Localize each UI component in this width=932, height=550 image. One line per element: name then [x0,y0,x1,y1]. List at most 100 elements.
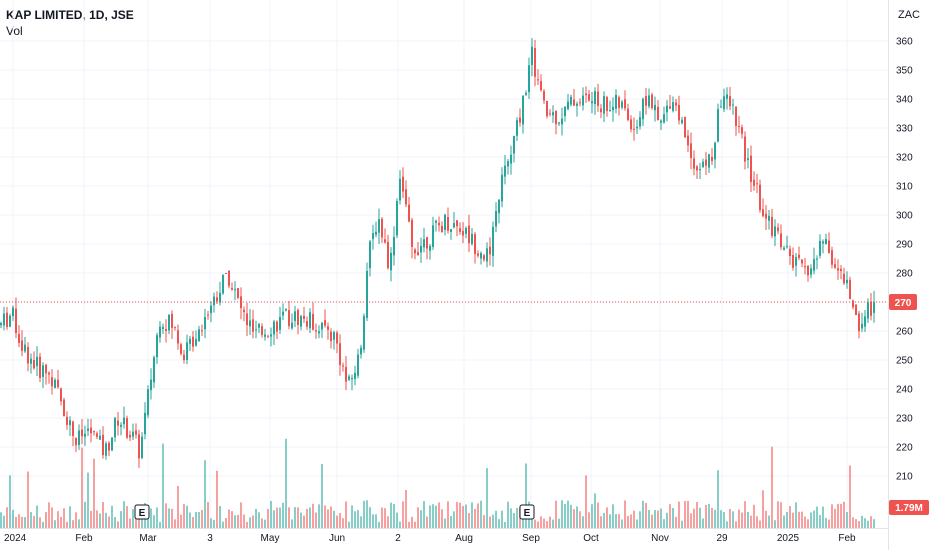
candle-body[interactable] [606,97,608,112]
candle-body[interactable] [816,258,818,260]
volume-bar[interactable] [639,511,641,528]
candle-body[interactable] [3,313,5,326]
candle-body[interactable] [741,127,743,134]
candle-body[interactable] [234,289,236,291]
volume-bar[interactable] [819,515,821,528]
volume-bar[interactable] [243,514,245,528]
candle-body[interactable] [261,326,263,335]
candle-body[interactable] [555,110,557,125]
candle-body[interactable] [363,315,365,350]
volume-bar[interactable] [831,504,833,528]
volume-bar[interactable] [174,519,176,528]
candle-body[interactable] [711,156,713,162]
candle-body[interactable] [639,117,641,127]
candle-body[interactable] [0,322,2,326]
volume-bar[interactable] [111,505,113,528]
candle-body[interactable] [435,220,437,223]
volume-bar[interactable] [129,518,131,528]
volume-bar[interactable] [669,504,671,528]
volume-bar[interactable] [510,508,512,528]
volume-bar[interactable] [543,518,545,528]
candle-body[interactable] [153,357,155,383]
volume-bar[interactable] [366,500,368,528]
volume-bar[interactable] [501,510,503,528]
volume-bar[interactable] [804,516,806,528]
candle-body[interactable] [327,326,329,330]
volume-bar[interactable] [327,509,329,528]
volume-bar[interactable] [12,509,14,528]
symbol-title[interactable]: KAP LIMITED, 1D, JSE [6,8,134,22]
candle-body[interactable] [399,178,401,201]
candle-body[interactable] [720,106,722,108]
candle-body[interactable] [366,270,368,318]
candle-body[interactable] [870,301,872,316]
candle-body[interactable] [252,319,254,332]
candle-body[interactable] [579,102,581,104]
candle-body[interactable] [351,378,353,380]
candle-body[interactable] [792,254,794,268]
candle-body[interactable] [471,233,473,244]
candle-body[interactable] [549,113,551,115]
candle-body[interactable] [405,189,407,205]
candle-body[interactable] [102,434,104,456]
candle-body[interactable] [702,161,704,168]
candle-body[interactable] [330,331,332,342]
volume-bar[interactable] [825,517,827,528]
candle-body[interactable] [108,443,110,451]
candle-body[interactable] [558,122,560,124]
candle-body[interactable] [123,417,125,425]
candle-body[interactable] [723,96,725,110]
candle-body[interactable] [426,237,428,249]
volume-bar[interactable] [252,515,254,528]
candle-body[interactable] [420,245,422,253]
volume-bar[interactable] [786,511,788,528]
volume-bar[interactable] [537,521,539,528]
volume-bar[interactable] [828,519,830,528]
volume-bar[interactable] [321,464,323,528]
candle-body[interactable] [267,336,269,338]
candle-body[interactable] [105,443,107,456]
volume-bar[interactable] [801,511,803,528]
candle-body[interactable] [126,418,128,438]
candle-body[interactable] [801,259,803,264]
volume-bar[interactable] [192,517,194,528]
volume-bar[interactable] [177,485,179,528]
candle-body[interactable] [210,305,212,314]
volume-bar[interactable] [678,501,680,528]
volume-bar[interactable] [795,502,797,528]
candle-body[interactable] [630,119,632,130]
candle-body[interactable] [480,253,482,259]
volume-bar[interactable] [507,501,509,528]
volume-bar[interactable] [108,516,110,528]
candle-body[interactable] [522,95,524,125]
volume-bar[interactable] [633,510,635,528]
candle-body[interactable] [585,93,587,96]
candle-body[interactable] [714,142,716,160]
candle-body[interactable] [219,292,221,303]
candle-body[interactable] [636,126,638,129]
volume-bar[interactable] [726,521,728,528]
volume-bar[interactable] [681,520,683,528]
volume-bar[interactable] [147,516,149,528]
volume-bar[interactable] [756,516,758,528]
volume-bar[interactable] [231,511,233,528]
candle-body[interactable] [63,399,65,417]
volume-bar[interactable] [822,506,824,528]
candle-body[interactable] [834,264,836,268]
volume-bar[interactable] [762,490,764,528]
volume-bar[interactable] [363,500,365,528]
volume-bar[interactable] [207,502,209,528]
volume-bar[interactable] [204,460,206,528]
candle-body[interactable] [495,210,497,227]
volume-bar[interactable] [558,518,560,528]
candle-body[interactable] [18,334,20,343]
candle-body[interactable] [795,257,797,266]
candle-body[interactable] [438,222,440,226]
candle-body[interactable] [681,119,683,124]
candle-body[interactable] [144,412,146,435]
candle-body[interactable] [501,174,503,202]
volume-bar[interactable] [582,516,584,528]
volume-bar[interactable] [48,502,50,528]
volume-bar[interactable] [378,521,380,528]
candle-body[interactable] [69,420,71,426]
